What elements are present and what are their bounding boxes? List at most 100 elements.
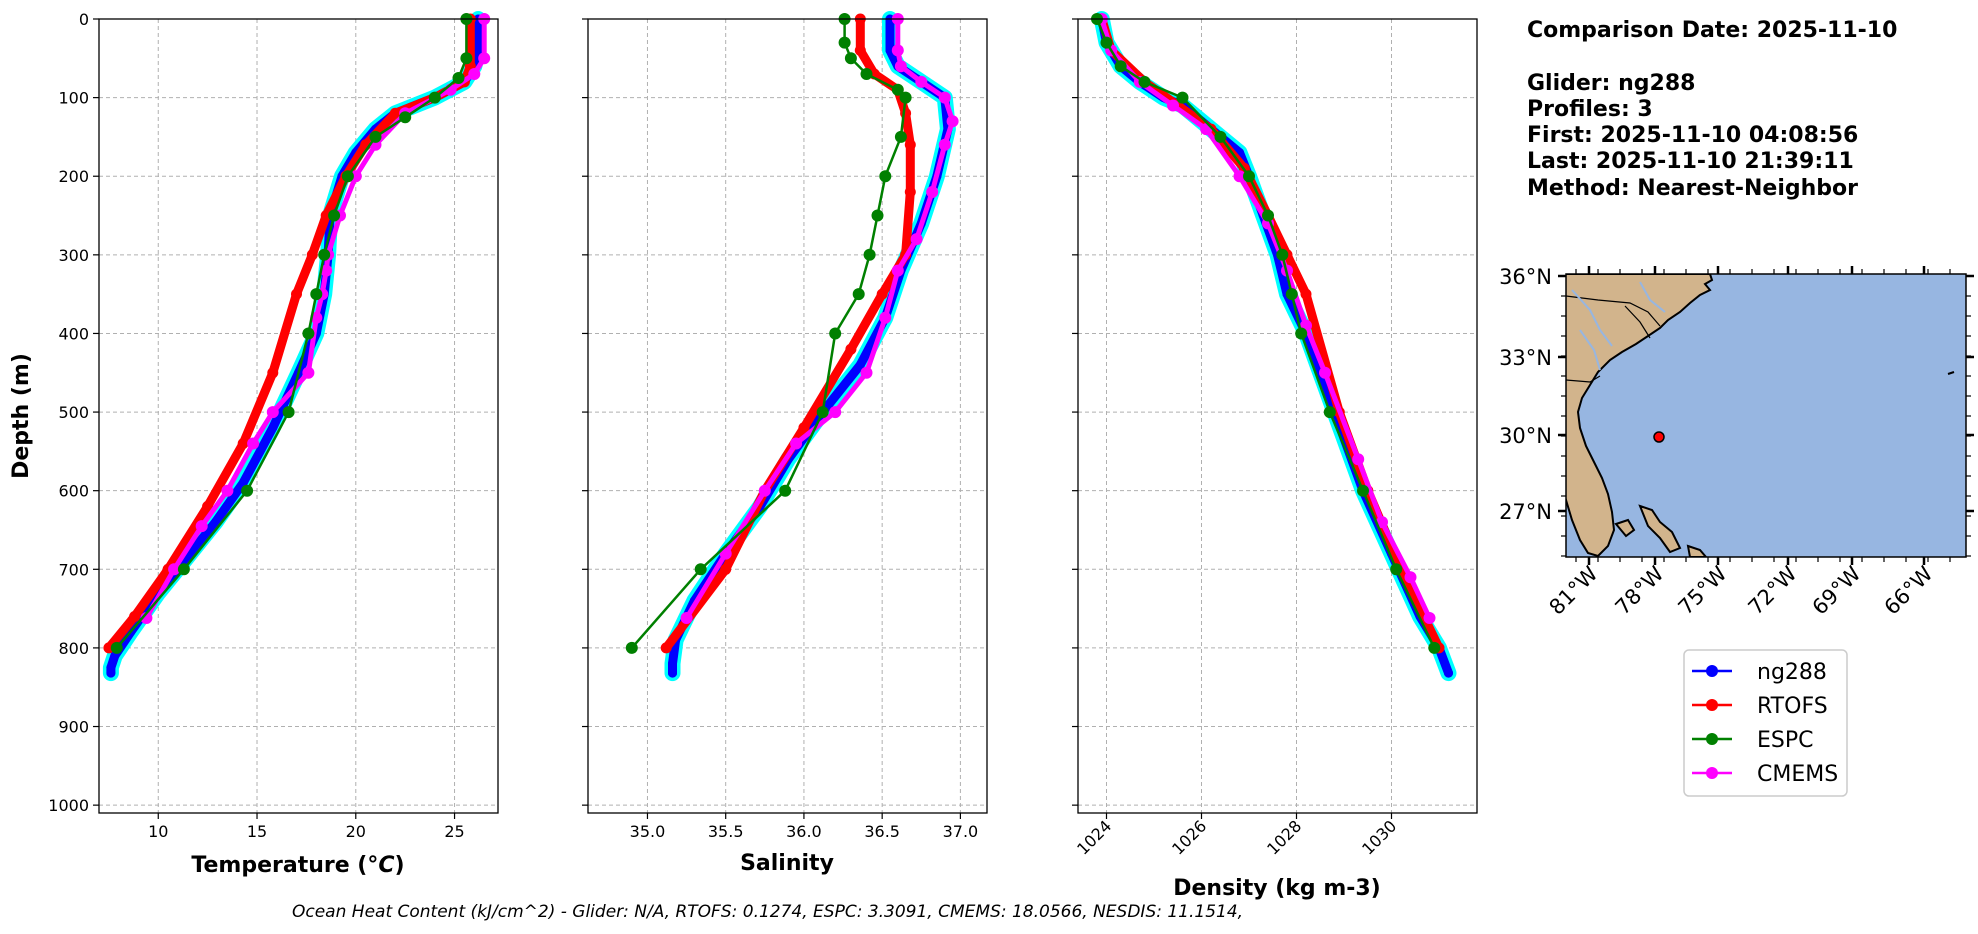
CMEMS-point [938, 91, 951, 104]
salinity-x-tick-label: 36.0 [786, 822, 822, 841]
CMEMS-point [1167, 99, 1179, 112]
ESPC-point [829, 327, 842, 340]
ESPC-point [891, 83, 904, 96]
map-lon-label: 81°W [1545, 561, 1603, 619]
info-line-profiles: Profiles: 3 [1527, 97, 1653, 122]
map-island-4 [1947, 371, 1955, 375]
temperature-x-tick-label: 25 [444, 822, 464, 841]
ESPC-point [177, 563, 190, 576]
depth-tick-label: 700 [58, 560, 89, 579]
ESPC-point [460, 52, 473, 65]
legend-marker-espc [1706, 733, 1718, 745]
ng288-point [473, 45, 483, 55]
CMEMS-point [719, 547, 732, 560]
CMEMS-point [910, 233, 923, 246]
ESPC-point [899, 91, 912, 104]
RTOFS-point [267, 367, 279, 379]
CMEMS-point [829, 406, 842, 419]
CMEMS-point [894, 60, 907, 73]
RTOFS-point [798, 422, 810, 434]
salinity-axes-frame [587, 18, 988, 814]
legend-label-espc: ESPC [1757, 728, 1814, 753]
ng288-point [668, 659, 677, 669]
depth-tick-label: 400 [58, 324, 89, 343]
ESPC-point [1357, 484, 1369, 497]
ESPC-point [1114, 60, 1127, 73]
CMEMS-point [168, 563, 181, 576]
temperature-axes-frame [98, 18, 499, 814]
depth-tick-label: 100 [58, 89, 89, 108]
CMEMS-point [468, 68, 481, 80]
ESPC-point [863, 248, 876, 261]
ESPC-point [694, 563, 707, 576]
ng288-point [668, 668, 677, 678]
RTOFS-point [660, 642, 672, 654]
location-map: 36°N 33°N 30°N 27°N 81°W 78°W 75°W 72°W 69°W 66°W [1499, 265, 1974, 620]
ESPC-line [630, 17, 907, 650]
density-x-tick-label: 1030 [1358, 816, 1400, 858]
ESPC-point [1176, 91, 1189, 104]
map-island-3 [1686, 544, 1708, 557]
RTOFS-point [876, 288, 888, 300]
ESPC-point [844, 52, 857, 65]
CMEMS-point [879, 311, 892, 324]
map-river-3 [1579, 329, 1601, 371]
RTOFS-point [845, 343, 857, 355]
map-lat-label: 33°N [1499, 346, 1552, 370]
ESPC-point [428, 91, 441, 104]
CMEMS-point [478, 52, 491, 65]
depth-tick-label: 1000 [48, 796, 89, 815]
ESPC-point [318, 248, 331, 261]
ESPC-point [452, 72, 465, 84]
legend-marker-ng288 [1706, 665, 1718, 677]
map-lon-label: 72°W [1744, 561, 1802, 619]
salinity-x-tick-label: 35.0 [630, 822, 666, 841]
CMEMS-point [320, 264, 333, 277]
ESPC-point [860, 68, 873, 80]
map-state-border-1 [1566, 295, 1661, 327]
map-state-border-3 [1566, 375, 1601, 383]
map-island-2 [1614, 518, 1636, 538]
depth-tick-label: 200 [58, 167, 89, 186]
ESPC-point [816, 406, 829, 419]
CMEMS-point [247, 437, 260, 450]
depth-tick-label: 800 [58, 639, 89, 658]
ESPC-point [341, 170, 354, 183]
salinity-x-tick-label: 36.5 [864, 822, 900, 841]
RTOFS-point [904, 186, 916, 198]
ESPC-point [1428, 641, 1441, 654]
info-line-comparison-date: Comparison Date: 2025-11-10 [1527, 18, 1897, 43]
ESPC-point [852, 288, 865, 301]
density-axes-frame [1077, 18, 1478, 814]
density-series [1091, 11, 1457, 682]
map-lon-label: 66°W [1880, 561, 1938, 619]
ESPC-point [894, 130, 907, 143]
depth-tick-label: 600 [58, 482, 89, 501]
legend: ng288 RTOFS ESPC CMEMS [1683, 649, 1848, 797]
info-block: Comparison Date: 2025-11-10 Glider: ng28… [1527, 18, 1897, 201]
CMEMS-point [266, 406, 279, 419]
temperature-ticks: 10 15 20 25 0 100 200 300 400 500 600 700 800 900 1000 [48, 10, 464, 841]
ESPC-point [1276, 248, 1289, 261]
CMEMS-point [302, 366, 315, 379]
ESPC-point [310, 288, 323, 301]
CMEMS-point [915, 75, 928, 88]
salinity-series [625, 11, 959, 682]
CMEMS-point [891, 44, 904, 57]
map-lon-label: 69°W [1808, 561, 1866, 619]
ESPC-point [1262, 209, 1274, 222]
CMEMS-point [1352, 453, 1365, 466]
glider-location-marker [1653, 431, 1665, 443]
ESPC-point [1285, 288, 1298, 301]
temperature-grid [99, 18, 498, 813]
ng288-point [268, 423, 278, 433]
legend-label-ng288: ng288 [1757, 660, 1827, 685]
map-lat-label: 27°N [1499, 500, 1552, 524]
RTOFS-point [854, 44, 866, 56]
ESPC-point [625, 641, 638, 654]
temperature-series [102, 11, 491, 682]
ESPC-point [1295, 327, 1308, 340]
CMEMS-point [926, 186, 939, 198]
temperature-x-tick-label: 20 [346, 822, 366, 841]
RTOFS-point [291, 288, 302, 300]
